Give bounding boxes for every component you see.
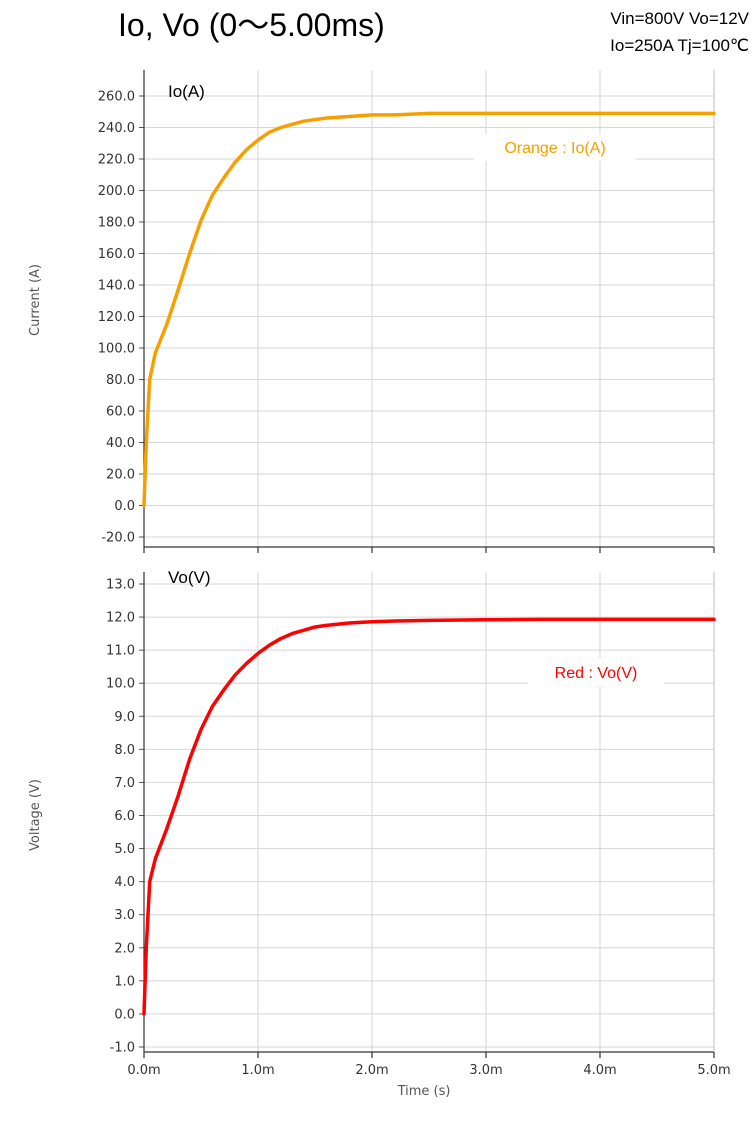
x-tick-label: 5.0m (697, 1063, 730, 1078)
panel-label: Vo(V) (168, 568, 211, 587)
y-tick-label: 20.0 (106, 468, 135, 483)
chart-title: Io, Vo (0～5.00ms) (118, 7, 385, 43)
y-tick-label: 3.0 (114, 908, 135, 923)
y-tick-label: 9.0 (114, 710, 135, 725)
y-tick-label: 120.0 (98, 310, 135, 325)
y-tick-label: 13.0 (106, 578, 135, 593)
x-tick-label: 3.0m (469, 1063, 502, 1078)
y-tick-label: 5.0 (114, 842, 135, 857)
y-tick-label: -20.0 (101, 531, 135, 546)
y-tick-label: -1.0 (110, 1041, 135, 1056)
x-tick-label: 1.0m (241, 1063, 274, 1078)
y-tick-label: 12.0 (106, 611, 135, 626)
y-axis-label: Voltage (V) (28, 779, 43, 851)
legend: Red : Vo(V) (528, 659, 664, 686)
y-tick-label: 60.0 (106, 405, 135, 420)
series-line (142, 111, 716, 508)
x-tick-label: 0.0m (127, 1063, 160, 1078)
y-axis-label: Current (A) (28, 264, 43, 336)
legend-text: Orange : Io(A) (504, 140, 605, 157)
x-tick-label: 4.0m (583, 1063, 616, 1078)
plot-panel-2: -1.0 0.0 1.0 2.0 3.0 4.0 5.0 6.0 7.0 8.0 9.0 10.0 11… (28, 568, 731, 1099)
y-tick-label: 260.0 (98, 90, 135, 105)
legend: Orange : Io(A) (474, 134, 636, 161)
y-tick-label: 40.0 (106, 436, 135, 451)
y-tick-label: 7.0 (114, 776, 135, 791)
y-tick-label: 80.0 (106, 373, 135, 388)
y-tick-label: 160.0 (98, 247, 135, 262)
y-tick-label: 240.0 (98, 121, 135, 136)
y-tick-label: 8.0 (114, 743, 135, 758)
y-tick-label: 0.0 (114, 1007, 135, 1022)
y-tick-label: 100.0 (98, 342, 135, 357)
legend-box (528, 659, 664, 686)
y-tick-label: 140.0 (98, 279, 135, 294)
y-tick-label: 6.0 (114, 809, 135, 824)
y-tick-label: 220.0 (98, 153, 135, 168)
y-tick-label: 11.0 (106, 644, 135, 659)
x-tick-label: 2.0m (355, 1063, 388, 1078)
conditions-line-1: Vin=800V Vo=12V (610, 9, 749, 28)
y-tick-label: 10.0 (106, 677, 135, 692)
x-axis-label: Time (s) (397, 1084, 451, 1099)
legend-text: Red : Vo(V) (555, 665, 638, 682)
y-tick-label: 2.0 (114, 941, 135, 956)
panel-label: Io(A) (168, 82, 205, 101)
plot-panels: -20.0 0.0 20.0 40.0 60.0 80.0 100.0 120.0 140.0 1… (28, 70, 731, 1099)
y-tick-label: 4.0 (114, 875, 135, 890)
y-tick-label: 0.0 (114, 499, 135, 514)
y-tick-label: 180.0 (98, 216, 135, 231)
y-tick-label: 1.0 (114, 974, 135, 989)
legend-box (474, 134, 636, 161)
plot-panel-1: -20.0 0.0 20.0 40.0 60.0 80.0 100.0 120.0 140.0 1… (28, 70, 716, 553)
conditions-line-2: Io=250A Tj=100℃ (610, 36, 749, 55)
series-line (142, 617, 716, 1016)
y-tick-label: 200.0 (98, 184, 135, 199)
